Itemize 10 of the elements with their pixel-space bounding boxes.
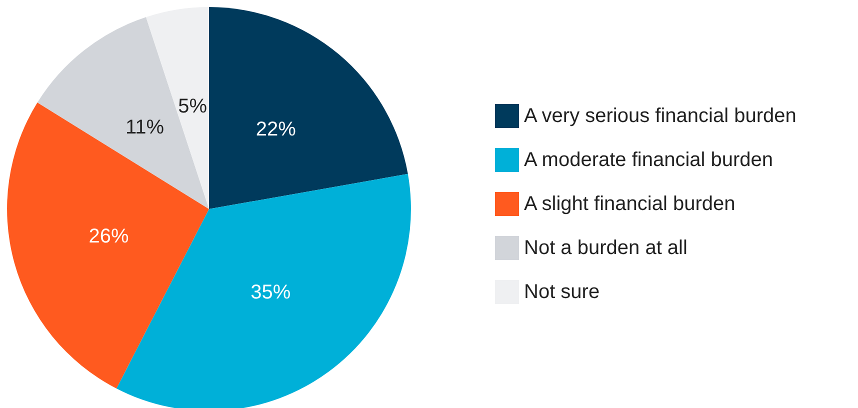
legend-label: A slight financial burden	[524, 193, 736, 215]
data-label: 22%	[256, 118, 296, 140]
data-label: 11%	[125, 116, 164, 138]
data-label: 5%	[178, 95, 208, 118]
data-label: 26%	[88, 226, 130, 248]
legend-label: A very serious financial burden	[524, 105, 796, 127]
legend-label: Not a burden at all	[524, 237, 688, 259]
data-label: 35%	[250, 282, 291, 304]
legend-label: A moderate financial burden	[524, 149, 774, 171]
legend-label: Not sure	[524, 281, 600, 303]
